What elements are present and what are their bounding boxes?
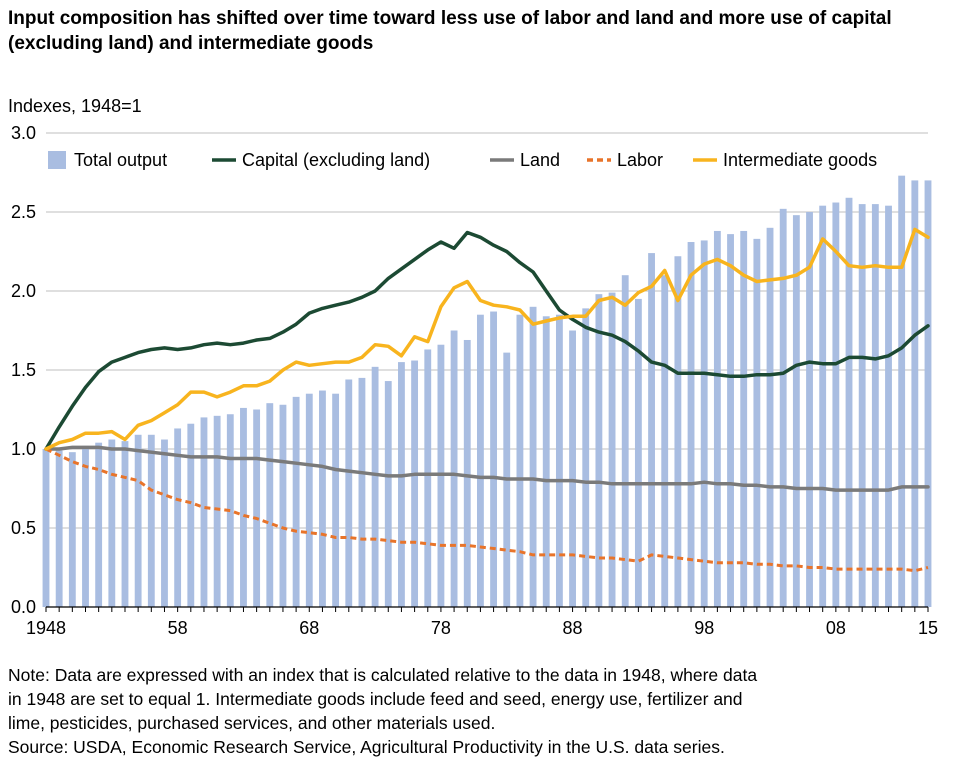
bar-total-output <box>226 414 234 607</box>
bar-total-output <box>174 428 182 607</box>
bar-total-output <box>82 445 89 607</box>
bar-total-output <box>845 197 853 607</box>
bar-total-output <box>68 452 76 607</box>
note-line-2: in 1948 are set to equal 1. Intermediate… <box>8 689 743 709</box>
bar-total-output <box>529 306 537 607</box>
legend-label-land: Land <box>520 150 560 170</box>
bar-total-output <box>582 308 590 607</box>
y-axis-label: Indexes, 1948=1 <box>8 96 142 116</box>
bar-total-output <box>253 409 261 607</box>
bar-total-output <box>766 227 774 608</box>
bar-total-output <box>661 275 669 607</box>
legend-label-capital-excluding-land: Capital (excluding land) <box>242 150 430 170</box>
bar-total-output <box>240 407 247 607</box>
bar-total-output <box>424 349 432 607</box>
legend-label-total-output: Total output <box>74 150 167 170</box>
bar-total-output <box>108 439 116 607</box>
x-tick-label: 1948 <box>26 618 66 638</box>
bar-total-output <box>871 204 879 607</box>
legend-label-intermediate-goods: Intermediate goods <box>723 150 877 170</box>
bar-total-output <box>569 330 576 607</box>
bar-total-output <box>516 314 524 607</box>
bar-total-output <box>740 230 748 607</box>
y-tick-label: 0.5 <box>11 518 36 538</box>
bar-total-output <box>55 450 63 607</box>
bar-total-output <box>595 294 603 607</box>
bar-total-output <box>924 180 932 607</box>
note-line-1: Note: Data are expressed with an index t… <box>8 665 758 685</box>
bar-total-output <box>319 390 326 607</box>
bar-total-output <box>161 439 168 607</box>
bar-total-output <box>398 362 405 607</box>
bar-total-output <box>555 314 563 607</box>
bar-total-output <box>266 403 274 607</box>
bar-total-output <box>134 434 142 607</box>
bar-total-output <box>476 314 484 607</box>
bar-total-output <box>687 242 695 607</box>
x-tick-label: 58 <box>168 618 188 638</box>
bar-total-output <box>95 442 103 607</box>
bar-total-output <box>490 311 498 607</box>
bar-total-output <box>621 275 629 607</box>
bar-total-output <box>634 298 642 607</box>
chart-notes: Note: Data are expressed with an index t… <box>8 663 968 759</box>
bar-total-output <box>700 240 708 607</box>
bar-total-output <box>200 417 208 607</box>
bar-total-output <box>648 253 655 607</box>
bar-total-output <box>832 202 840 607</box>
bar-total-output <box>187 423 195 607</box>
line-labor <box>45 447 929 573</box>
bar-total-output <box>384 381 392 607</box>
chart-title: Input composition has shifted over time … <box>8 8 892 54</box>
x-tick-label: 68 <box>299 618 319 638</box>
bar-total-output <box>332 393 340 607</box>
y-tick-label: 3.0 <box>11 123 36 143</box>
x-tick-label: 98 <box>694 618 714 638</box>
x-tick-label: 08 <box>826 618 846 638</box>
bar-total-output <box>713 230 721 607</box>
bar-total-output <box>727 234 734 607</box>
bar-total-output <box>292 396 300 607</box>
legend-swatch-total-output <box>48 151 66 169</box>
line-capital-excluding-land <box>44 230 930 451</box>
legend-label-labor: Labor <box>617 150 663 170</box>
bar-total-output <box>806 212 813 607</box>
bar-total-output <box>898 175 906 607</box>
x-tick-label: 78 <box>431 618 451 638</box>
bar-total-output <box>147 434 155 607</box>
bar-total-output <box>42 449 50 607</box>
bar-total-output <box>885 205 892 607</box>
bar-total-output <box>542 316 550 607</box>
source-line: Source: USDA, Economic Research Service,… <box>8 737 725 757</box>
x-tick-label: 15 <box>918 618 938 638</box>
bar-total-output <box>305 393 313 607</box>
bar-total-output <box>358 377 366 607</box>
y-tick-label: 0.0 <box>11 597 36 617</box>
bar-total-output <box>911 180 919 607</box>
bar-total-output <box>792 215 800 607</box>
bar-total-output <box>463 339 471 607</box>
bar-total-output <box>819 205 827 607</box>
line-intermediate-goods <box>44 227 930 451</box>
line-land <box>44 445 930 492</box>
bar-total-output <box>121 441 129 607</box>
bar-total-output <box>779 208 787 607</box>
bar-total-output <box>608 292 616 607</box>
bar-total-output <box>345 379 353 607</box>
bar-total-output <box>213 415 221 607</box>
y-tick-label: 2.0 <box>11 281 36 301</box>
y-tick-label: 1.5 <box>11 360 36 380</box>
y-tick-label: 1.0 <box>11 439 36 459</box>
bar-total-output <box>371 366 379 607</box>
bar-total-output <box>279 404 287 607</box>
note-line-3: lime, pesticides, purchased services, an… <box>8 713 496 733</box>
bar-total-output <box>674 256 682 607</box>
y-tick-label: 2.5 <box>11 202 36 222</box>
x-tick-label: 88 <box>563 618 583 638</box>
bar-total-output <box>411 360 419 607</box>
bar-total-output <box>858 204 866 607</box>
bar-total-output <box>450 330 458 607</box>
bar-total-output <box>753 238 761 608</box>
